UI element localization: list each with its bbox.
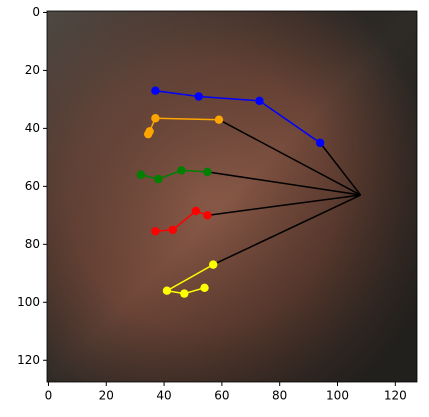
image-shade [47,11,417,382]
x-tick-label: 120 [384,389,407,403]
keypoint [143,129,153,139]
x-tick-label: 0 [45,389,53,403]
root-connector [218,119,361,196]
keypoint [209,260,218,269]
finger-line [164,263,214,295]
finger-line [140,169,208,180]
x-tick-label: 40 [156,389,171,403]
keypoint [162,286,172,295]
y-tick-label: 20 [25,63,40,77]
keypoint [214,115,224,124]
keypoint [154,174,163,184]
finger-line [155,89,321,144]
keypoint [180,289,189,298]
keypoint [168,225,177,235]
y-tick-label: 40 [25,121,40,135]
keypoint [151,114,160,123]
y-tick-label: 80 [25,237,40,251]
keypoint [151,86,160,95]
keypoint [136,170,146,179]
x-tick-label: 20 [99,389,114,403]
y-tick-label: 100 [17,295,40,309]
root-connector [212,194,361,266]
x-tick-label: 100 [326,389,349,403]
x-tick-label: 80 [272,389,287,403]
keypoint [203,211,212,220]
keypoint [200,283,209,293]
finger-line [155,210,208,233]
axes-frame [46,10,418,383]
keypoint [203,167,212,177]
x-tick-label: 60 [214,389,229,403]
root-connector [207,171,361,196]
keypoint [194,92,203,101]
image [46,10,418,383]
keypoint [315,138,325,148]
y-tick-label: 0 [32,5,40,19]
keypoint [255,96,264,106]
y-tick-label: 120 [17,353,40,367]
keypoint [191,206,201,216]
root-connector [207,194,361,217]
keypoint [151,227,160,236]
root-connector [319,142,362,196]
y-tick-label: 60 [25,179,40,193]
keypoint [177,166,186,175]
